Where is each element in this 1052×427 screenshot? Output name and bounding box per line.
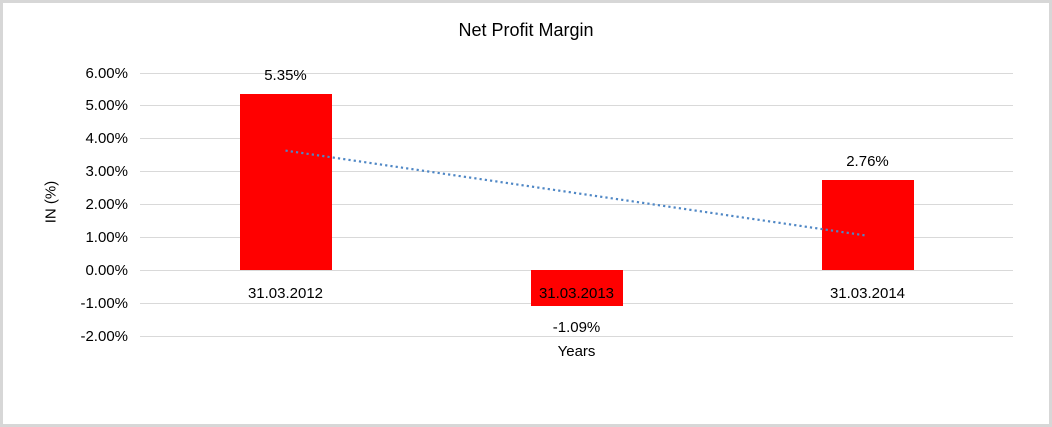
gridline <box>140 138 1013 140</box>
y-tick-label: 2.00% <box>85 196 128 213</box>
data-label: 5.35% <box>264 67 307 85</box>
category-label: 31.03.2012 <box>247 284 324 302</box>
y-tick-label: -2.00% <box>80 327 128 345</box>
chart-title: Net Profit Margin <box>458 20 594 40</box>
y-tick-label: 1.00% <box>85 228 128 246</box>
gridline <box>140 72 1013 74</box>
data-label: 2.76% <box>846 152 889 170</box>
category-label: 31.03.2014 <box>829 284 906 302</box>
x-axis-title: Years <box>557 343 596 360</box>
bar <box>530 270 623 307</box>
y-axis-title: IN (%) <box>42 180 60 224</box>
gridline <box>140 236 1013 238</box>
category-label: 31.03.2013 <box>538 284 615 302</box>
data-label: -1.09% <box>552 318 601 336</box>
bar <box>821 179 914 271</box>
y-tick-label: 0.00% <box>85 261 128 279</box>
y-tick-label: 5.00% <box>85 97 128 115</box>
trendline <box>285 149 868 237</box>
bar <box>239 94 332 271</box>
y-tick-label: 6.00% <box>85 64 128 82</box>
gridline <box>140 335 1013 337</box>
gridline <box>140 105 1013 107</box>
y-tick-label: 4.00% <box>85 130 128 148</box>
y-tick-label: 3.00% <box>85 163 128 181</box>
y-tick-label: -1.00% <box>80 294 128 312</box>
